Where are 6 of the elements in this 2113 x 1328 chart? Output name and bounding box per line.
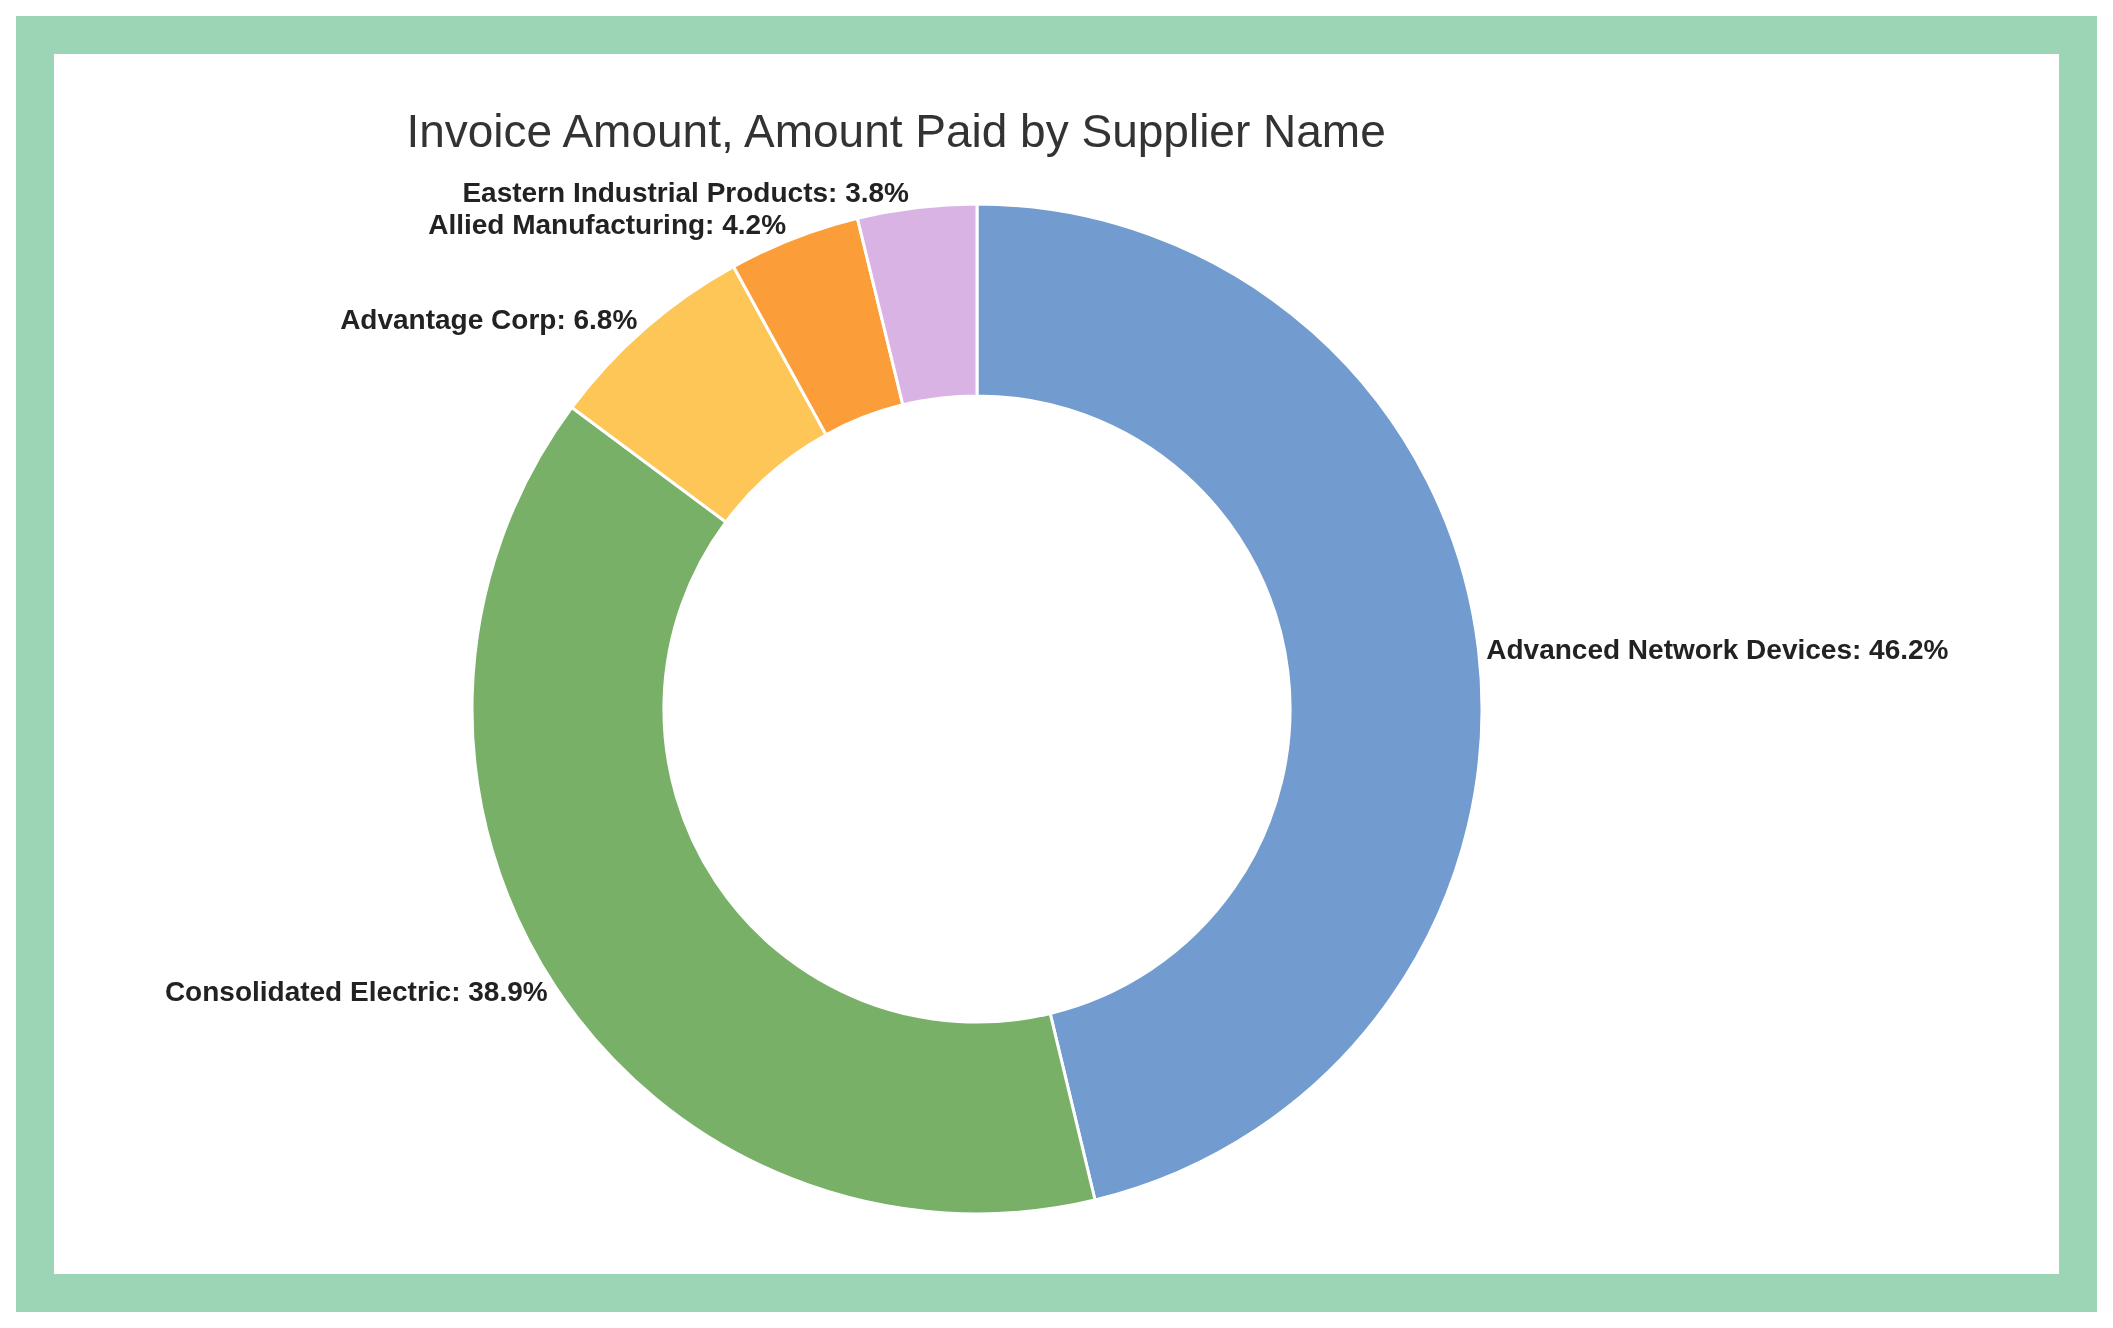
slice-label: Advantage Corp: 6.8% [340, 304, 638, 336]
chart-title: Invoice Amount, Amount Paid by Supplier Name [406, 105, 1386, 158]
slice-label: Consolidated Electric: 38.9% [164, 976, 548, 1008]
slice-label: Advanced Network Devices: 46.2% [1486, 633, 1949, 665]
slice-label: Allied Manufacturing: 4.2% [428, 209, 787, 241]
slice-label: Eastern Industrial Products: 3.8% [462, 176, 910, 208]
